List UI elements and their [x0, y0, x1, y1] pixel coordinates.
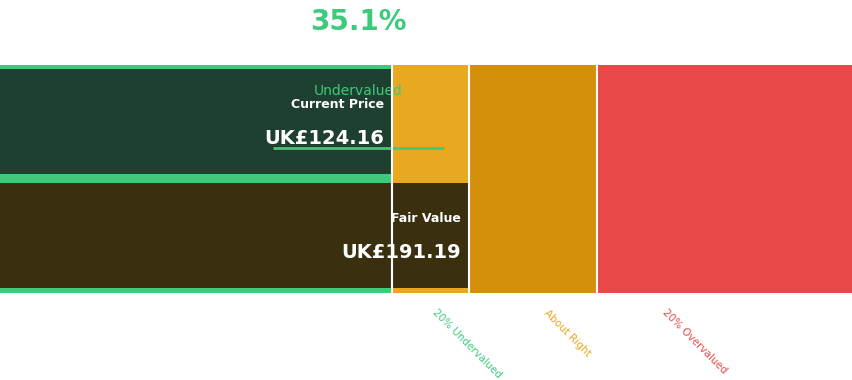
Text: Undervalued: Undervalued: [314, 84, 402, 98]
Text: UK£191.19: UK£191.19: [341, 243, 460, 262]
Bar: [392, 179, 469, 293]
Text: 20% Overvalued: 20% Overvalued: [660, 308, 728, 376]
Bar: [469, 179, 596, 293]
Bar: [392, 65, 469, 179]
Bar: [0, 69, 392, 174]
Bar: [596, 65, 852, 179]
Bar: [0, 65, 392, 179]
Text: UK£124.16: UK£124.16: [263, 129, 383, 148]
Text: Current Price: Current Price: [291, 98, 383, 111]
Bar: [469, 65, 596, 179]
Text: About Right: About Right: [541, 308, 591, 358]
Bar: [0, 179, 392, 293]
Text: 35.1%: 35.1%: [309, 8, 406, 36]
Text: 20% Undervalued: 20% Undervalued: [430, 308, 503, 380]
Bar: [0, 183, 469, 288]
Bar: [596, 179, 852, 293]
Text: Fair Value: Fair Value: [390, 212, 460, 225]
